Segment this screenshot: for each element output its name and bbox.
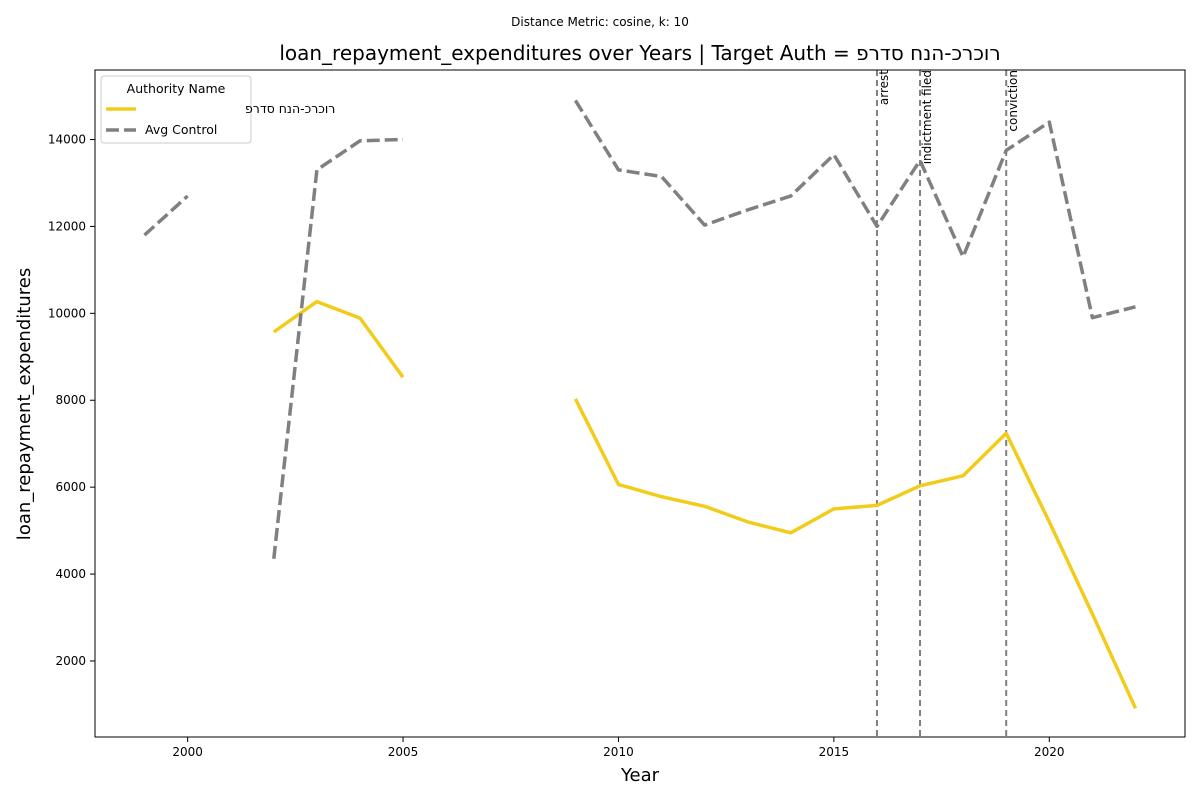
event-label-arrest: arrest (877, 70, 891, 105)
plot-area: arrest indictment filed conviction (143, 70, 1138, 737)
y-tick-label: 2000 (55, 654, 86, 668)
series-line-segment (272, 299, 405, 379)
chart-suptitle: Distance Metric: cosine, k: 10 (511, 15, 689, 29)
y-tick-label: 8000 (55, 393, 86, 407)
y-tick-label: 6000 (55, 480, 86, 494)
x-tick-label: 2005 (388, 745, 419, 759)
y-axis: 2000 4000 6000 8000 10000 12000 14000 (48, 133, 95, 668)
event-label-indictment-filed: indictment filed (920, 70, 934, 164)
series-line-segment (573, 398, 1138, 710)
x-tick-label: 2000 (172, 745, 203, 759)
series-line-segment (272, 137, 404, 559)
legend-label-control: Avg Control (145, 122, 217, 137)
series-line-segment (573, 99, 1136, 320)
x-tick-label: 2020 (1034, 745, 1065, 759)
x-tick-label: 2015 (819, 745, 850, 759)
y-tick-label: 12000 (48, 219, 86, 233)
series-target (272, 299, 1138, 710)
chart-title: loan_repayment_expenditures over Years |… (279, 41, 1000, 65)
y-axis-label: loan_repayment_expenditures (14, 268, 35, 540)
event-label-conviction: conviction (1006, 70, 1020, 132)
legend: Authority Name רוכרכ-הנח סדרפ Avg Contro… (100, 75, 335, 144)
x-axis: 2000 2005 2010 2015 2020 (172, 737, 1065, 759)
y-tick-label: 14000 (48, 133, 86, 147)
series-avg-control (143, 99, 1136, 559)
x-tick-label: 2010 (603, 745, 634, 759)
legend-label-target: רוכרכ-הנח סדרפ (245, 101, 335, 116)
series-line-segment (143, 194, 189, 237)
y-tick-label: 4000 (55, 567, 86, 581)
y-tick-label: 10000 (48, 306, 86, 320)
plot-frame (94, 69, 1186, 738)
x-axis-label: Year (620, 765, 660, 786)
legend-box (100, 75, 252, 144)
legend-title: Authority Name (127, 81, 226, 96)
